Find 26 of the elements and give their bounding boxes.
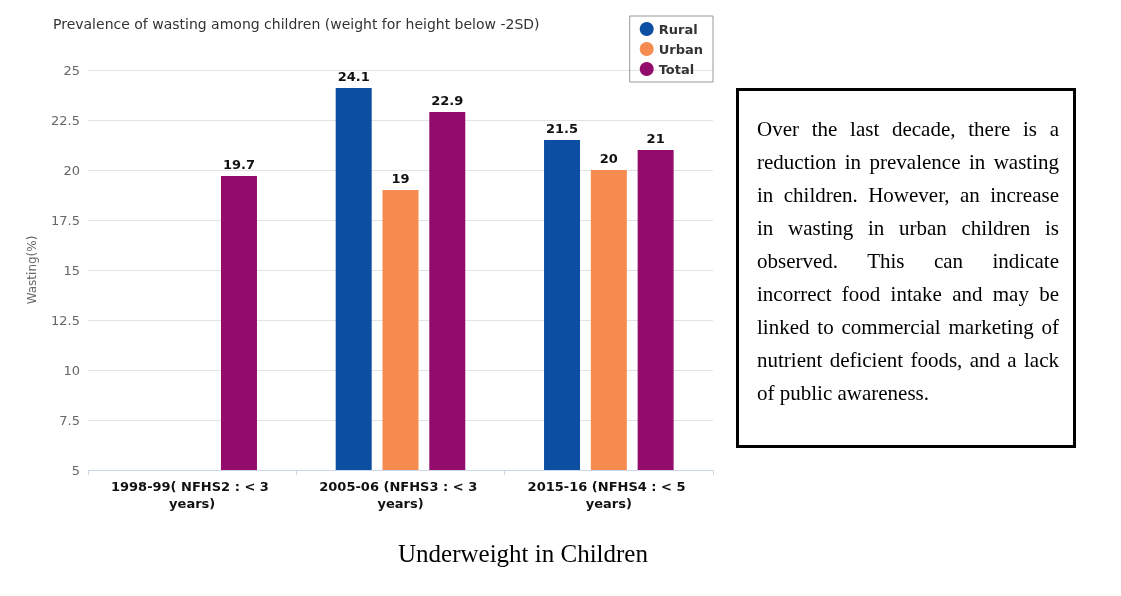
- data-label: 21.5: [545, 121, 579, 136]
- y-axis-title: Wasting(%): [25, 235, 39, 305]
- y-tick-label: 7.5: [59, 412, 80, 428]
- y-tick-label: 5: [71, 462, 80, 478]
- legend-label: Rural: [658, 21, 698, 37]
- data-label: 22.9: [431, 93, 464, 108]
- x-tick-label: 2005-06 (NFHS3 : < 3 years): [319, 479, 482, 511]
- legend-label: Urban: [658, 41, 704, 57]
- y-tick-label: 12.5: [51, 312, 80, 328]
- y-tick-label: 22.5: [51, 112, 80, 128]
- data-label: 19: [391, 171, 410, 186]
- legend-label: Total: [658, 61, 695, 77]
- x-tick-label: 2015-16 (NFHS4 : < 5 years): [527, 479, 691, 511]
- chart-title: Prevalence of wasting among children (weight for height below -2SD): [53, 16, 540, 32]
- data-label: 21: [646, 131, 665, 146]
- data-label: 20: [599, 151, 618, 166]
- y-tick-label: 25: [63, 62, 80, 78]
- y-tick-label: 15: [63, 262, 80, 278]
- x-tick-label: 1998-99( NFHS2 : < 3 years): [110, 479, 274, 511]
- y-tick-label: 10: [63, 362, 80, 378]
- y-tick-label: 20: [63, 162, 80, 178]
- text: Underweight in Children: [398, 540, 648, 568]
- text: Over the last decade, there is a reduction in prevalence in wasting in children. However, an increase in wasting in urban children is observed. This can indicate incorrect food intake and may be linked to commercial marketing of nutrient deficient foods, and a lack of public awareness.: [757, 117, 1059, 405]
- y-tick-label: 17.5: [51, 212, 80, 228]
- data-label: 24.1: [337, 69, 370, 84]
- data-label: 19.7: [222, 157, 256, 172]
